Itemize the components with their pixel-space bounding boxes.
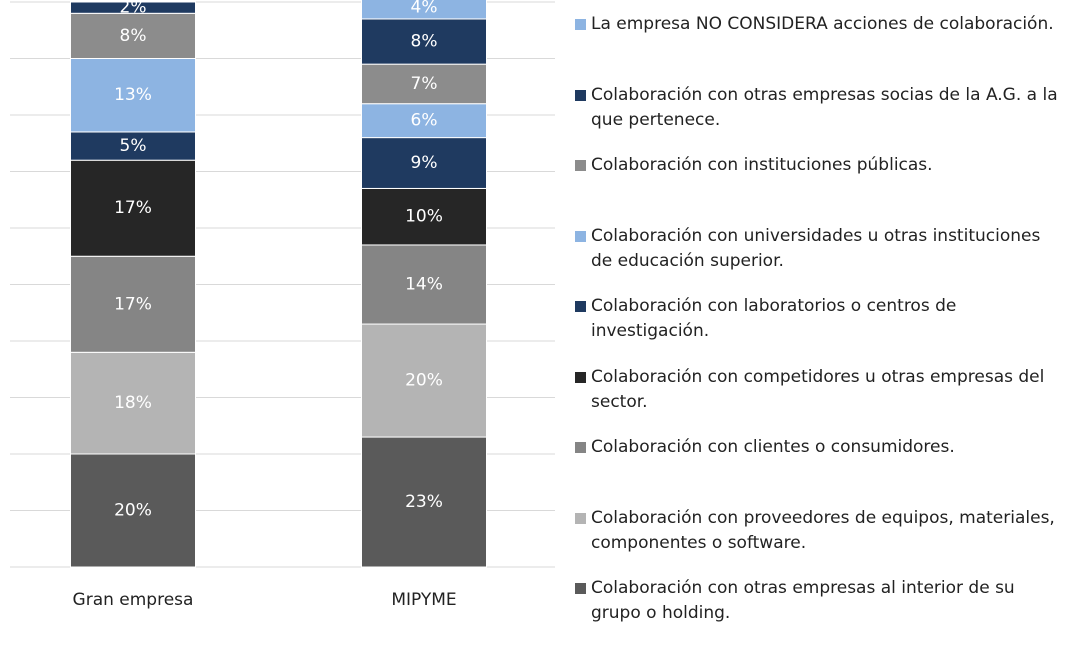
data-label: 5% <box>120 136 147 156</box>
bar-segment <box>361 187 487 246</box>
legend-swatch <box>575 442 586 453</box>
bar-segment <box>70 351 196 455</box>
legend-label: La empresa NO CONSIDERA acciones de cola… <box>591 14 1054 34</box>
bar-segment <box>361 0 487 20</box>
data-label: 4% <box>411 0 438 18</box>
legend-item: Colaboración con laboratorios o centros … <box>575 294 1065 365</box>
legend-label: Colaboración con otras empresas al inter… <box>591 578 1015 623</box>
data-label: 8% <box>411 32 438 52</box>
legend-item: Colaboración con competidores u otras em… <box>575 365 1065 436</box>
data-label: 9% <box>411 153 438 173</box>
legend-swatch <box>575 301 586 312</box>
legend-label: Colaboración con clientes o consumidores… <box>591 437 955 457</box>
data-label: 20% <box>405 371 443 391</box>
data-label: 6% <box>411 111 438 131</box>
bar-segment <box>361 18 487 65</box>
legend-swatch <box>575 160 586 171</box>
bar-segment <box>70 255 196 353</box>
x-tick-label: Gran empresa <box>73 590 194 610</box>
legend-label: Colaboración con otras empresas socias d… <box>591 84 1058 130</box>
data-label: 20% <box>114 501 152 521</box>
bar-segment <box>361 63 487 105</box>
bar-segment <box>361 323 487 438</box>
data-label: 8% <box>120 26 147 46</box>
data-label: 18% <box>114 393 152 413</box>
data-label: 17% <box>114 198 152 218</box>
legend-item: Colaboración con instituciones públicas. <box>575 153 1065 224</box>
legend-label: Colaboración con instituciones públicas. <box>591 155 933 175</box>
legend-swatch <box>575 371 586 383</box>
data-label: 17% <box>114 294 152 314</box>
bar-segment <box>70 131 196 161</box>
x-tick-label: MIPYME <box>391 590 456 610</box>
legend-label: Colaboración con universidades u otras i… <box>591 225 1041 271</box>
legend-label: Colaboración con competidores u otras em… <box>591 366 1045 412</box>
legend-item: Colaboración con clientes o consumidores… <box>575 435 1065 506</box>
legend-label: Colaboración con laboratorios o centros … <box>591 296 957 341</box>
bar-segment <box>361 103 487 139</box>
data-label: 13% <box>114 85 152 105</box>
legend-item: Colaboración con otras empresas al inter… <box>575 576 1065 647</box>
data-label: 23% <box>405 492 443 512</box>
legend: La empresa NO CONSIDERA acciones de cola… <box>575 12 1065 647</box>
legend-swatch <box>575 19 586 30</box>
legend-item: La empresa NO CONSIDERA acciones de cola… <box>575 12 1065 83</box>
legend-item: Colaboración con proveedores de equipos,… <box>575 506 1065 577</box>
data-label: 14% <box>405 275 443 295</box>
legend-swatch <box>575 230 586 242</box>
bar-segment <box>361 244 487 325</box>
data-label: 10% <box>405 207 443 227</box>
bar-segment <box>70 453 196 568</box>
legend-label: Colaboración con proveedores de equipos,… <box>591 507 1055 553</box>
legend-swatch <box>575 89 586 101</box>
bar-segment <box>70 1 196 14</box>
data-label: 7% <box>411 74 438 94</box>
legend-item: Colaboración con universidades u otras i… <box>575 224 1065 295</box>
legend-swatch <box>575 583 586 594</box>
legend-swatch <box>575 512 586 524</box>
chart: 20% 18% 17% 17% 5% 13% 8% 2% 23% 20% 14% 10% 9% 6% 7% 8… <box>10 0 555 610</box>
bar-segment <box>70 159 196 257</box>
plot-area: 20% 18% 17% 17% 5% 13% 8% 2% 23% 20% 14% 10% 9% 6% 7% 8… <box>10 0 555 568</box>
data-label: 2% <box>120 0 147 18</box>
legend-item: Colaboración con otras empresas socias d… <box>575 83 1065 154</box>
